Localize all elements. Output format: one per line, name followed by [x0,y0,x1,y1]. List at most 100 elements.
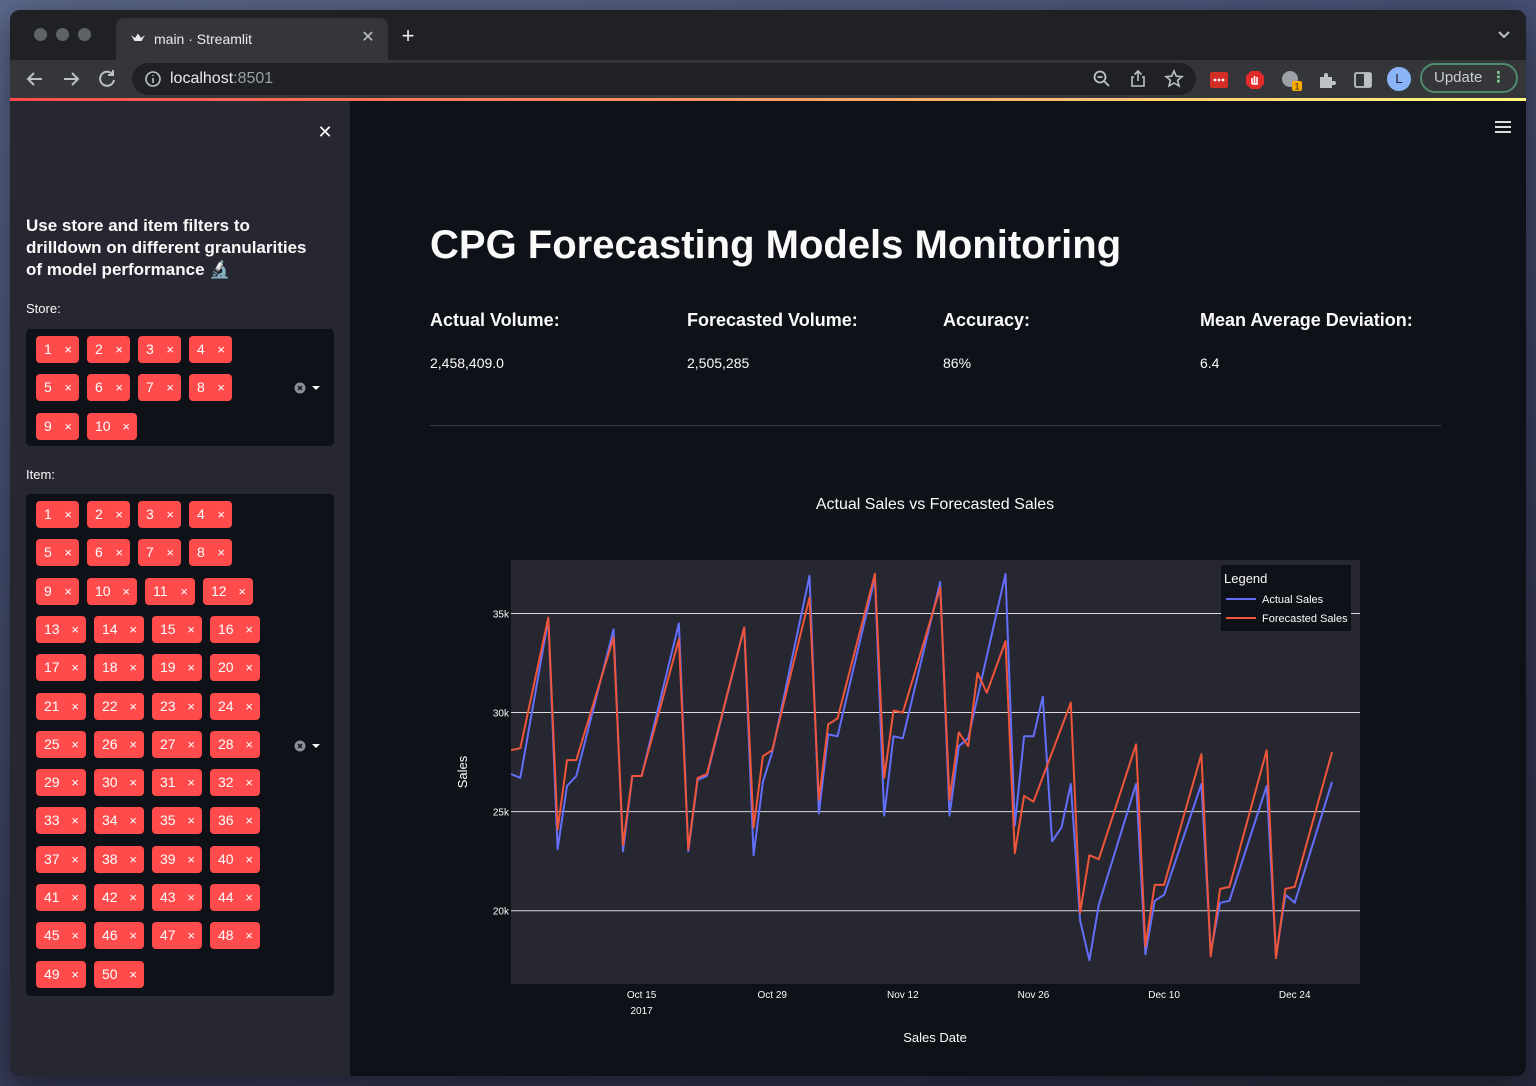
remove-chip-icon[interactable]: × [64,418,72,434]
remove-chip-icon[interactable]: × [129,698,137,714]
extensions-puzzle-icon[interactable] [1316,69,1338,91]
item-multiselect[interactable]: 1 × 2 × 3 × 4 × 5 × 6 × 7 × 8 × 9 × 10 × 11 × 12 × 13 × 14 × 15 × 16 × 1… [26,494,334,996]
window-zoom-light[interactable] [78,28,91,41]
item-chip-42[interactable]: 42 × [94,884,144,911]
item-chip-2[interactable]: 2 × [87,501,130,528]
profile-avatar[interactable]: L [1387,67,1411,91]
remove-chip-icon[interactable]: × [245,851,253,867]
remove-chip-icon[interactable]: × [245,813,253,829]
remove-chip-icon[interactable]: × [245,775,253,791]
remove-chip-icon[interactable]: × [129,621,137,637]
remove-chip-icon[interactable]: × [245,928,253,944]
store-chip-3[interactable]: 3 × [138,336,181,363]
sidebar-close-icon[interactable]: ✕ [317,122,333,142]
item-chip-3[interactable]: 3 × [138,501,181,528]
remove-chip-icon[interactable]: × [217,342,225,357]
remove-chip-icon[interactable]: × [64,545,72,561]
remove-chip-icon[interactable]: × [166,507,174,522]
item-chip-29[interactable]: 29 × [36,769,86,797]
close-tab-icon[interactable]: ✕ [361,29,375,46]
remove-chip-icon[interactable]: × [71,775,79,791]
item-chip-19[interactable]: 19 × [152,654,202,682]
remove-chip-icon[interactable]: × [245,621,253,637]
item-chip-40[interactable]: 40 × [210,845,260,873]
remove-chip-icon[interactable]: × [129,660,137,676]
remove-chip-icon[interactable]: × [71,736,79,752]
item-chip-13[interactable]: 13 × [36,615,86,643]
item-chip-21[interactable]: 21 × [36,692,86,720]
adblock-extension-icon[interactable] [1244,69,1266,91]
item-chip-22[interactable]: 22 × [94,692,144,720]
remove-chip-icon[interactable]: × [217,380,225,396]
item-chip-6[interactable]: 6 × [87,539,130,567]
item-chip-25[interactable]: 25 × [36,730,86,758]
remove-chip-icon[interactable]: × [115,380,123,396]
legend-item-forecasted-sales[interactable]: Forecasted Sales [1262,613,1348,625]
store-chip-2[interactable]: 2 × [87,336,130,363]
remove-chip-icon[interactable]: × [71,813,79,829]
remove-chip-icon[interactable]: × [129,775,137,791]
remove-chip-icon[interactable]: × [115,507,123,522]
remove-chip-icon[interactable]: × [238,583,246,599]
remove-chip-icon[interactable]: × [187,660,195,676]
remove-chip-icon[interactable]: × [122,583,130,599]
sales-chart-svg[interactable]: Actual Sales vs Forecasted Sales 20k 25k 3… [430,471,1441,1061]
tab-streamlit[interactable]: main · Streamlit ✕ [116,18,388,60]
legend-item-actual-sales[interactable]: Actual Sales [1262,594,1324,606]
item-chip-16[interactable]: 16 × [210,615,260,643]
clear-all-icon[interactable] [294,740,306,752]
chevron-down-icon[interactable] [311,383,321,393]
item-chip-32[interactable]: 32 × [210,769,260,797]
item-chip-43[interactable]: 43 × [152,884,202,911]
item-chip-15[interactable]: 15 × [152,615,202,643]
remove-chip-icon[interactable]: × [245,698,253,714]
item-chip-33[interactable]: 33 × [36,807,86,835]
remove-chip-icon[interactable]: × [64,583,72,599]
remove-chip-icon[interactable]: × [166,342,174,357]
remove-chip-icon[interactable]: × [64,342,72,357]
forward-arrow-icon[interactable] [58,66,84,92]
item-chip-5[interactable]: 5 × [36,539,79,567]
remove-chip-icon[interactable]: × [187,851,195,867]
item-chip-50[interactable]: 50 × [94,960,144,988]
remove-chip-icon[interactable]: × [180,583,188,599]
store-chip-5[interactable]: 5 × [36,374,79,402]
site-info-icon[interactable] [144,70,162,88]
new-tab-button[interactable]: + [401,23,415,48]
window-close-light[interactable] [34,28,47,41]
remove-chip-icon[interactable]: × [187,775,195,791]
remove-chip-icon[interactable]: × [245,890,253,905]
back-arrow-icon[interactable] [22,66,48,92]
item-chip-28[interactable]: 28 × [210,730,260,758]
item-chip-26[interactable]: 26 × [94,730,144,758]
remove-chip-icon[interactable]: × [217,507,225,522]
store-chip-4[interactable]: 4 × [189,336,232,363]
extension-badge-icon[interactable]: 1 [1280,69,1302,91]
store-chip-9[interactable]: 9 × [36,412,79,440]
clear-all-icon[interactable] [294,382,306,394]
item-chip-47[interactable]: 47 × [152,922,202,950]
zoom-icon[interactable] [1092,69,1112,89]
remove-chip-icon[interactable]: × [122,418,130,434]
update-button[interactable]: Update ⋮ [1420,63,1518,93]
item-chip-7[interactable]: 7 × [138,539,181,567]
item-chip-45[interactable]: 45 × [36,922,86,950]
item-chip-23[interactable]: 23 × [152,692,202,720]
remove-chip-icon[interactable]: × [129,851,137,867]
forecasted-sales-line[interactable] [510,572,1333,960]
item-chip-18[interactable]: 18 × [94,654,144,682]
chevron-down-icon[interactable] [311,741,321,751]
remove-chip-icon[interactable]: × [217,545,225,561]
side-panel-icon[interactable] [1352,69,1374,91]
chart-legend[interactable]: Legend Actual Sales Forecasted Sales [1221,565,1351,631]
store-chip-6[interactable]: 6 × [87,374,130,402]
remove-chip-icon[interactable]: × [245,660,253,676]
item-chip-17[interactable]: 17 × [36,654,86,682]
remove-chip-icon[interactable]: × [129,928,137,944]
item-chip-37[interactable]: 37 × [36,845,86,873]
store-chip-1[interactable]: 1 × [36,336,79,363]
item-chip-27[interactable]: 27 × [152,730,202,758]
item-chip-9[interactable]: 9 × [36,577,79,605]
item-chip-46[interactable]: 46 × [94,922,144,950]
reload-icon[interactable] [94,66,120,92]
